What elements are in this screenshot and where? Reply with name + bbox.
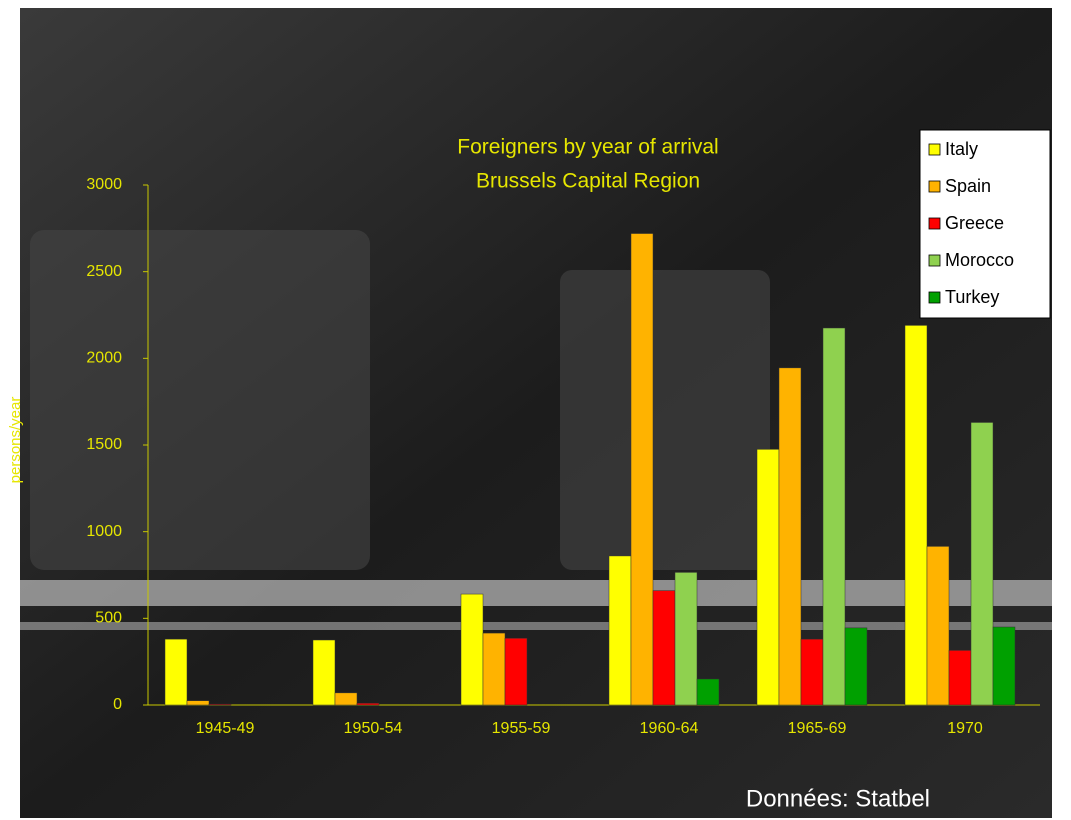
legend-box	[919, 129, 1051, 319]
bar	[460, 593, 484, 706]
bar	[844, 627, 868, 706]
bar	[482, 632, 506, 706]
bar	[948, 650, 972, 706]
bar	[970, 422, 994, 706]
bar	[164, 638, 188, 706]
bar	[822, 327, 846, 706]
bar	[992, 626, 1016, 706]
y-tick-label: 1000	[86, 523, 122, 540]
bar	[504, 638, 528, 706]
train-stripe	[20, 622, 1052, 630]
legend-label: Morocco	[945, 250, 1014, 270]
bar	[608, 555, 632, 706]
bar	[696, 678, 720, 706]
bar	[756, 449, 780, 706]
bar	[334, 692, 358, 706]
x-tick-label: 1945-49	[196, 720, 255, 737]
bar	[674, 572, 698, 706]
chart-title: Foreigners by year of arrival	[457, 136, 718, 159]
y-tick-label: 0	[113, 696, 122, 713]
bar	[800, 638, 824, 706]
x-tick-label: 1960-64	[640, 720, 699, 737]
source-note: Données: Statbel	[746, 785, 930, 812]
chart-subtitle: Brussels Capital Region	[476, 170, 700, 193]
bar	[356, 703, 380, 706]
y-axis-label: persons/year	[7, 397, 24, 484]
x-tick-label: 1965-69	[788, 720, 847, 737]
bar	[630, 233, 654, 706]
bar	[312, 639, 336, 706]
y-tick-label: 1500	[86, 436, 122, 453]
legend-swatch	[928, 291, 941, 304]
bar	[186, 700, 210, 706]
legend-swatch	[928, 143, 941, 156]
legend-label: Turkey	[945, 287, 999, 307]
y-tick-label: 2000	[86, 350, 122, 367]
legend-label: Spain	[945, 176, 991, 196]
bar	[904, 325, 928, 706]
legend-swatch	[928, 254, 941, 267]
legend-label: Greece	[945, 213, 1004, 233]
y-tick-label: 500	[95, 610, 122, 627]
legend-swatch	[928, 217, 941, 230]
x-tick-label: 1970	[947, 720, 983, 737]
x-tick-label: 1955-59	[492, 720, 551, 737]
train-window	[560, 270, 770, 570]
legend-swatch	[928, 180, 941, 193]
bar	[208, 703, 232, 706]
train-stripe	[20, 580, 1052, 606]
bar	[926, 546, 950, 706]
y-tick-label: 3000	[86, 176, 122, 193]
x-tick-label: 1950-54	[344, 720, 403, 737]
y-tick-label: 2500	[86, 263, 122, 280]
train-window	[30, 230, 370, 570]
legend-label: Italy	[945, 139, 978, 159]
bar	[778, 367, 802, 706]
bar	[652, 590, 676, 706]
